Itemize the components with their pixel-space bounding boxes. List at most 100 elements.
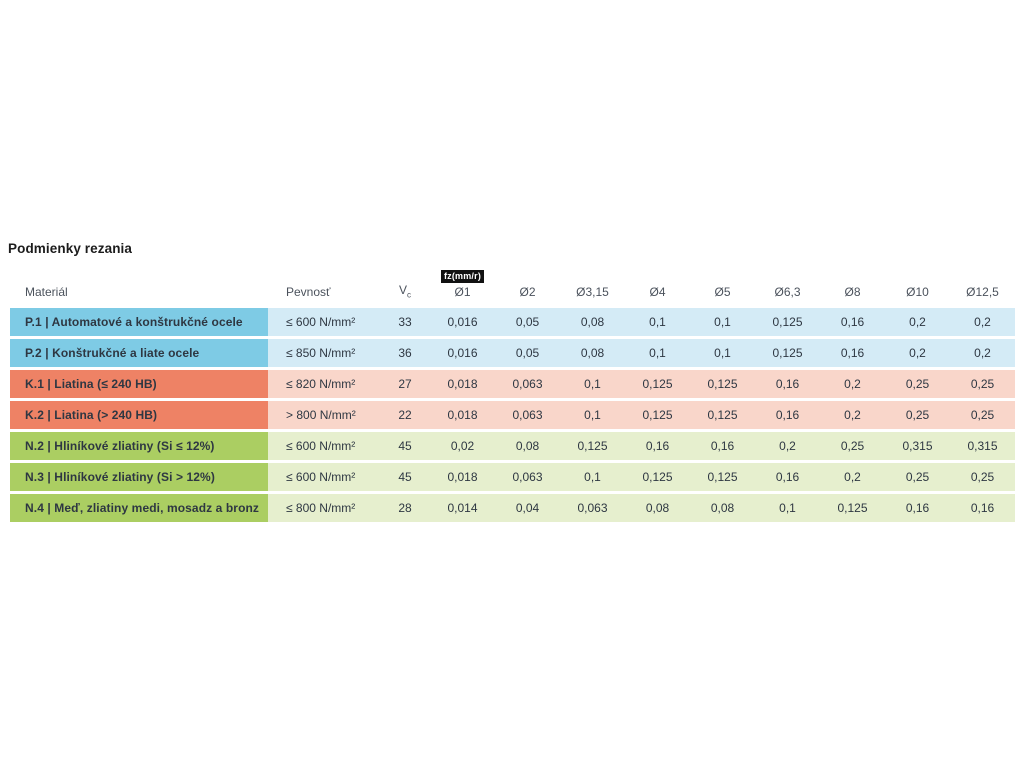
fz-cell: 0,315 bbox=[950, 432, 1015, 460]
fz-cell: 0,1 bbox=[560, 401, 625, 429]
pevnost-cell: > 800 N/mm² bbox=[268, 401, 380, 429]
fz-cell: 0,08 bbox=[560, 308, 625, 336]
diameter-label: Ø1 bbox=[454, 285, 471, 299]
fz-cell: 0,25 bbox=[885, 370, 950, 398]
fz-cell: 0,018 bbox=[430, 401, 495, 429]
table-row-n2: N.2 | Hliníkové zliatiny (Si ≤ 12%) ≤ 60… bbox=[10, 432, 1015, 460]
fz-cell: 0,018 bbox=[430, 370, 495, 398]
column-header-d7: Ø8 bbox=[844, 285, 861, 299]
vc-cell: 45 bbox=[380, 463, 430, 491]
vc-label: V bbox=[398, 282, 407, 297]
fz-cell: 0,125 bbox=[690, 370, 755, 398]
fz-cell: 0,125 bbox=[690, 401, 755, 429]
fz-cell: 0,16 bbox=[625, 432, 690, 460]
material-cell: K.1 | Liatina (≤ 240 HB) bbox=[10, 370, 268, 398]
pevnost-cell: ≤ 850 N/mm² bbox=[268, 339, 380, 367]
pevnost-cell: ≤ 600 N/mm² bbox=[268, 463, 380, 491]
column-header-d3: Ø3,15 bbox=[576, 285, 609, 299]
cutting-conditions-table: Materiál Pevnosť Vc fz(mm/r) Ø1 Ø2 Ø3,15… bbox=[10, 264, 1015, 525]
pevnost-cell: ≤ 600 N/mm² bbox=[268, 432, 380, 460]
fz-cell: 0,125 bbox=[690, 463, 755, 491]
material-cell: K.2 | Liatina (> 240 HB) bbox=[10, 401, 268, 429]
fz-unit-badge: fz(mm/r) bbox=[440, 270, 485, 283]
fz-cell: 0,018 bbox=[430, 463, 495, 491]
fz-cell: 0,05 bbox=[495, 308, 560, 336]
fz-cell: 0,125 bbox=[755, 339, 820, 367]
fz-cell: 0,25 bbox=[885, 401, 950, 429]
column-header-d8: Ø10 bbox=[906, 285, 929, 299]
column-header-d5: Ø5 bbox=[714, 285, 731, 299]
fz-cell: 0,08 bbox=[625, 494, 690, 522]
column-header-d4: Ø4 bbox=[649, 285, 666, 299]
column-header-d2: Ø2 bbox=[519, 285, 536, 299]
fz-cell: 0,08 bbox=[495, 432, 560, 460]
fz-cell: 0,1 bbox=[560, 370, 625, 398]
fz-cell: 0,315 bbox=[885, 432, 950, 460]
material-cell: P.2 | Konštrukčné a liate ocele bbox=[10, 339, 268, 367]
fz-cell: 0,2 bbox=[820, 370, 885, 398]
fz-cell: 0,063 bbox=[495, 370, 560, 398]
material-cell: N.3 | Hliníkové zliatiny (Si > 12%) bbox=[10, 463, 268, 491]
column-header-d1: fz(mm/r) Ø1 bbox=[430, 267, 495, 305]
table-row-p2: P.2 | Konštrukčné a liate ocele ≤ 850 N/… bbox=[10, 339, 1015, 367]
fz-cell: 0,2 bbox=[885, 308, 950, 336]
vc-cell: 36 bbox=[380, 339, 430, 367]
table-row-k1: K.1 | Liatina (≤ 240 HB) ≤ 820 N/mm² 27 … bbox=[10, 370, 1015, 398]
table-row-k2: K.2 | Liatina (> 240 HB) > 800 N/mm² 22 … bbox=[10, 401, 1015, 429]
fz-cell: 0,1 bbox=[755, 494, 820, 522]
fz-cell: 0,16 bbox=[950, 494, 1015, 522]
table-row-p1: P.1 | Automatové a konštrukčné ocele ≤ 6… bbox=[10, 308, 1015, 336]
fz-cell: 0,125 bbox=[755, 308, 820, 336]
table-row-n4: N.4 | Meď, zliatiny medi, mosadz a bronz… bbox=[10, 494, 1015, 522]
pevnost-cell: ≤ 800 N/mm² bbox=[268, 494, 380, 522]
fz-cell: 0,2 bbox=[820, 463, 885, 491]
fz-cell: 0,16 bbox=[820, 339, 885, 367]
vc-cell: 27 bbox=[380, 370, 430, 398]
vc-cell: 28 bbox=[380, 494, 430, 522]
fz-cell: 0,25 bbox=[885, 463, 950, 491]
fz-cell: 0,063 bbox=[495, 463, 560, 491]
fz-cell: 0,125 bbox=[625, 463, 690, 491]
pevnost-cell: ≤ 600 N/mm² bbox=[268, 308, 380, 336]
fz-cell: 0,08 bbox=[690, 494, 755, 522]
pevnost-cell: ≤ 820 N/mm² bbox=[268, 370, 380, 398]
material-cell: N.2 | Hliníkové zliatiny (Si ≤ 12%) bbox=[10, 432, 268, 460]
column-header-material: Materiál bbox=[25, 285, 68, 299]
fz-cell: 0,016 bbox=[430, 339, 495, 367]
fz-cell: 0,05 bbox=[495, 339, 560, 367]
fz-cell: 0,063 bbox=[560, 494, 625, 522]
fz-cell: 0,063 bbox=[495, 401, 560, 429]
fz-cell: 0,125 bbox=[625, 370, 690, 398]
fz-cell: 0,2 bbox=[820, 401, 885, 429]
material-cell: N.4 | Meď, zliatiny medi, mosadz a bronz bbox=[10, 494, 268, 522]
fz-cell: 0,2 bbox=[885, 339, 950, 367]
fz-cell: 0,1 bbox=[625, 308, 690, 336]
table-header-row: Materiál Pevnosť Vc fz(mm/r) Ø1 Ø2 Ø3,15… bbox=[10, 267, 1015, 305]
vc-subscript: c bbox=[407, 290, 411, 299]
fz-cell: 0,1 bbox=[625, 339, 690, 367]
cutting-conditions-section: Podmienky rezania Materiál Pevnosť Vc fz… bbox=[0, 241, 1024, 525]
column-header-vc: Vc bbox=[380, 267, 430, 305]
fz-cell: 0,16 bbox=[755, 401, 820, 429]
fz-cell: 0,02 bbox=[430, 432, 495, 460]
column-header-d9: Ø12,5 bbox=[966, 285, 999, 299]
fz-cell: 0,16 bbox=[820, 308, 885, 336]
fz-cell: 0,25 bbox=[950, 463, 1015, 491]
fz-cell: 0,125 bbox=[625, 401, 690, 429]
vc-cell: 45 bbox=[380, 432, 430, 460]
fz-cell: 0,1 bbox=[690, 339, 755, 367]
fz-cell: 0,1 bbox=[560, 463, 625, 491]
fz-cell: 0,2 bbox=[755, 432, 820, 460]
fz-cell: 0,16 bbox=[885, 494, 950, 522]
table-row-n3: N.3 | Hliníkové zliatiny (Si > 12%) ≤ 60… bbox=[10, 463, 1015, 491]
column-header-pevnost: Pevnosť bbox=[286, 285, 331, 299]
fz-cell: 0,25 bbox=[820, 432, 885, 460]
fz-cell: 0,04 bbox=[495, 494, 560, 522]
column-header-d6: Ø6,3 bbox=[774, 285, 801, 299]
fz-cell: 0,014 bbox=[430, 494, 495, 522]
fz-cell: 0,16 bbox=[690, 432, 755, 460]
vc-cell: 22 bbox=[380, 401, 430, 429]
fz-cell: 0,16 bbox=[755, 463, 820, 491]
fz-cell: 0,125 bbox=[560, 432, 625, 460]
